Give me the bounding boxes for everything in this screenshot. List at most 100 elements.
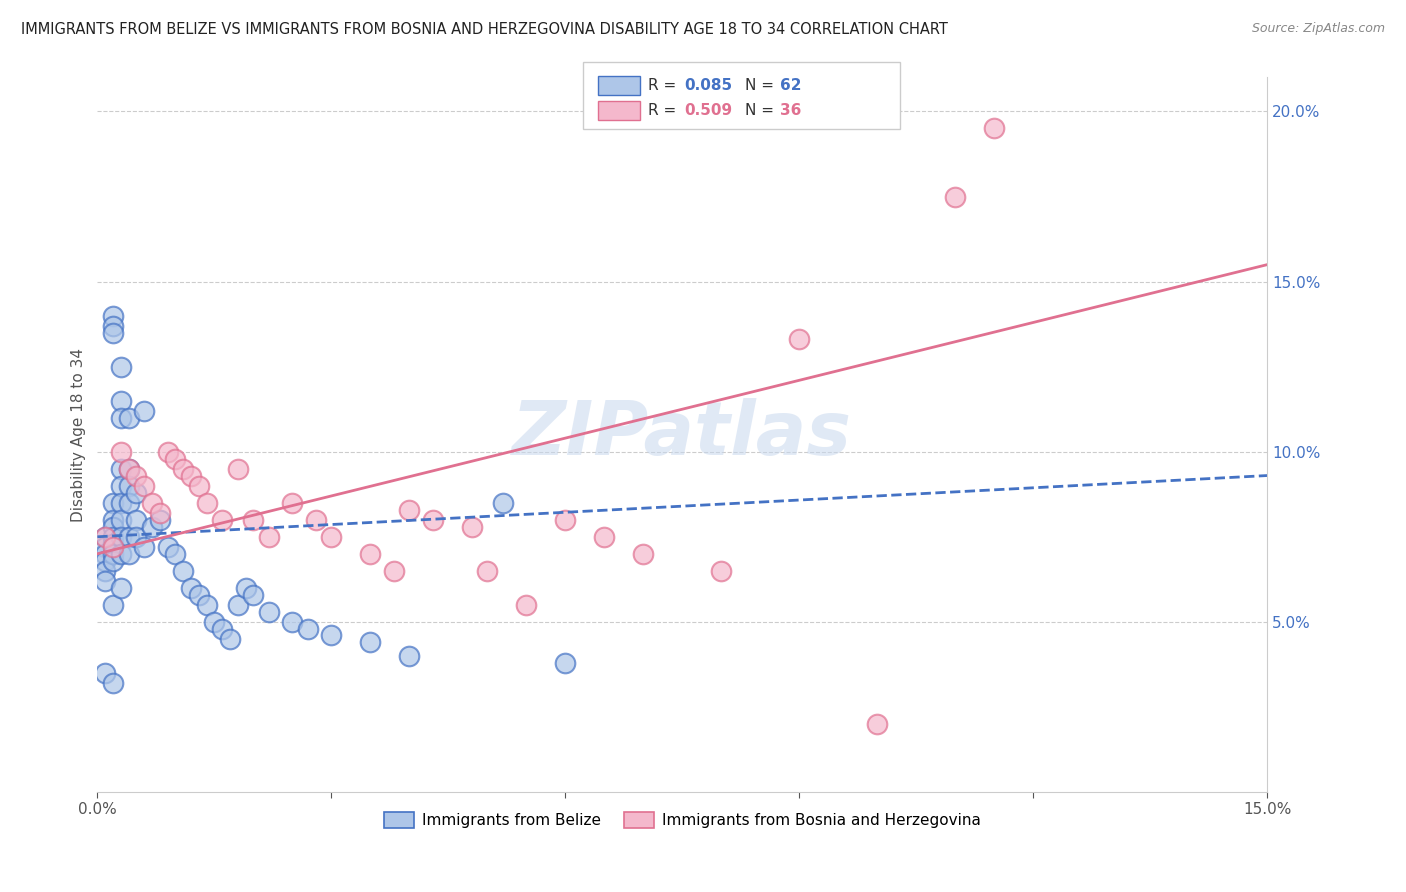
- Point: [101, 547, 124, 561]
- Point: [117, 410, 139, 425]
- Point: [554, 656, 576, 670]
- Point: [125, 530, 148, 544]
- Point: [359, 635, 381, 649]
- Point: [117, 496, 139, 510]
- Point: [110, 359, 132, 374]
- Text: IMMIGRANTS FROM BELIZE VS IMMIGRANTS FROM BOSNIA AND HERZEGOVINA DISABILITY AGE : IMMIGRANTS FROM BELIZE VS IMMIGRANTS FRO…: [21, 22, 948, 37]
- Point: [94, 540, 117, 554]
- Point: [211, 622, 233, 636]
- Point: [422, 513, 444, 527]
- Point: [156, 444, 179, 458]
- Point: [101, 309, 124, 323]
- Point: [492, 496, 515, 510]
- Point: [242, 513, 264, 527]
- Point: [202, 615, 225, 629]
- Point: [101, 553, 124, 567]
- Point: [101, 318, 124, 333]
- Point: [226, 461, 249, 475]
- Point: [101, 536, 124, 550]
- Point: [172, 461, 194, 475]
- Point: [789, 333, 811, 347]
- Point: [117, 547, 139, 561]
- Point: [281, 615, 304, 629]
- Point: [110, 444, 132, 458]
- Point: [110, 513, 132, 527]
- Text: N =: N =: [745, 103, 779, 118]
- Point: [257, 530, 280, 544]
- Point: [195, 496, 218, 510]
- Point: [117, 461, 139, 475]
- Point: [382, 564, 405, 578]
- Point: [94, 564, 117, 578]
- Text: 36: 36: [780, 103, 801, 118]
- Point: [633, 547, 655, 561]
- Point: [94, 530, 117, 544]
- Point: [593, 530, 616, 544]
- Text: ZIPatlas: ZIPatlas: [512, 398, 852, 471]
- Point: [477, 564, 499, 578]
- Point: [101, 513, 124, 527]
- Point: [94, 574, 117, 588]
- Point: [110, 479, 132, 493]
- Point: [165, 547, 187, 561]
- Point: [321, 628, 343, 642]
- Point: [110, 461, 132, 475]
- Point: [172, 564, 194, 578]
- Point: [110, 393, 132, 408]
- Point: [149, 506, 172, 520]
- Point: [117, 479, 139, 493]
- Text: 0.085: 0.085: [685, 78, 733, 93]
- Point: [110, 410, 132, 425]
- Point: [94, 530, 117, 544]
- Point: [211, 513, 233, 527]
- Y-axis label: Disability Age 18 to 34: Disability Age 18 to 34: [72, 348, 86, 522]
- Point: [321, 530, 343, 544]
- Point: [359, 547, 381, 561]
- Point: [398, 648, 420, 663]
- Point: [117, 530, 139, 544]
- Point: [101, 598, 124, 612]
- Point: [94, 553, 117, 567]
- Point: [945, 189, 967, 203]
- Point: [281, 496, 304, 510]
- Point: [101, 326, 124, 340]
- Text: R =: R =: [648, 103, 682, 118]
- Text: 0.509: 0.509: [685, 103, 733, 118]
- Point: [983, 121, 1005, 136]
- Point: [125, 485, 148, 500]
- Point: [101, 496, 124, 510]
- Text: R =: R =: [648, 78, 682, 93]
- Point: [235, 581, 257, 595]
- Point: [165, 451, 187, 466]
- Point: [515, 598, 537, 612]
- Point: [866, 717, 889, 731]
- Text: N =: N =: [745, 78, 779, 93]
- Point: [297, 622, 319, 636]
- Point: [242, 588, 264, 602]
- Point: [149, 513, 172, 527]
- Point: [461, 519, 484, 533]
- Point: [125, 513, 148, 527]
- Point: [156, 540, 179, 554]
- Point: [134, 540, 156, 554]
- Text: 62: 62: [780, 78, 801, 93]
- Text: Source: ZipAtlas.com: Source: ZipAtlas.com: [1251, 22, 1385, 36]
- Point: [125, 468, 148, 483]
- Point: [710, 564, 733, 578]
- Point: [305, 513, 328, 527]
- Point: [117, 461, 139, 475]
- Point: [101, 530, 124, 544]
- Point: [110, 530, 132, 544]
- Point: [110, 496, 132, 510]
- Point: [101, 540, 124, 554]
- Point: [180, 468, 202, 483]
- Point: [94, 665, 117, 680]
- Point: [187, 588, 209, 602]
- Point: [110, 547, 132, 561]
- Point: [187, 479, 209, 493]
- Point: [141, 519, 163, 533]
- Point: [101, 519, 124, 533]
- Point: [257, 605, 280, 619]
- Point: [134, 479, 156, 493]
- Legend: Immigrants from Belize, Immigrants from Bosnia and Herzegovina: Immigrants from Belize, Immigrants from …: [378, 806, 987, 834]
